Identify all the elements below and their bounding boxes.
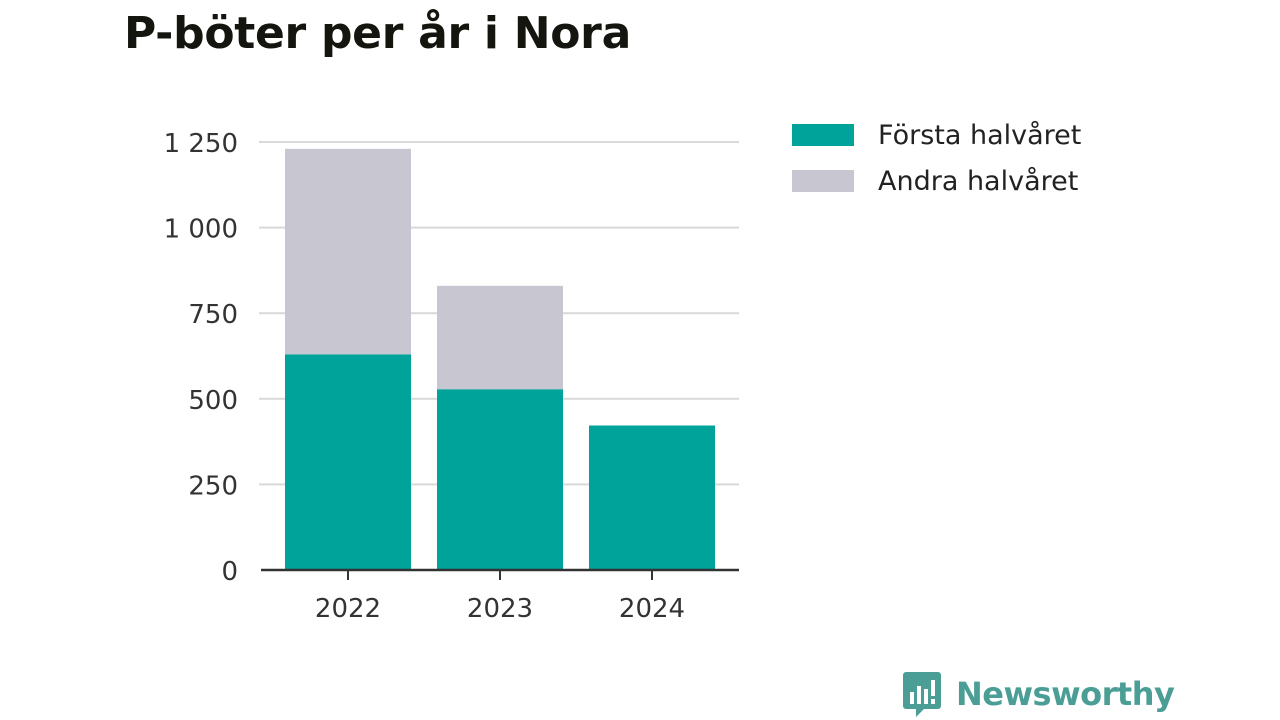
brand-name: Newsworthy bbox=[956, 675, 1175, 713]
bar-chart-speech-bubble-icon bbox=[903, 672, 941, 717]
bar-first-half bbox=[437, 389, 563, 570]
legend: Första halvåret Andra halvåret bbox=[792, 112, 1081, 204]
y-tick-label: 250 bbox=[188, 471, 238, 501]
bar-first-half bbox=[589, 425, 715, 570]
y-tick-label: 500 bbox=[188, 386, 238, 416]
y-tick-label: 1 000 bbox=[164, 215, 238, 245]
y-tick-label: 750 bbox=[188, 300, 238, 330]
legend-item-first-half: Första halvåret bbox=[792, 112, 1081, 158]
newsworthy-logo: Newsworthy bbox=[902, 670, 1175, 718]
chart-title: P-böter per år i Nora bbox=[124, 8, 631, 59]
legend-label-second-half: Andra halvåret bbox=[878, 165, 1079, 197]
x-tick-label: 2024 bbox=[619, 594, 685, 624]
x-tick-label: 2023 bbox=[467, 594, 533, 624]
bar-second-half bbox=[437, 285, 563, 390]
bar-first-half bbox=[285, 354, 411, 570]
y-tick-label: 1 250 bbox=[164, 129, 238, 159]
axes: 0 250 500 750 1 000 1 250 2022 2023 2024 bbox=[164, 129, 739, 624]
y-tick-label: 0 bbox=[221, 557, 238, 587]
legend-swatch-second-half bbox=[792, 170, 854, 192]
legend-item-second-half: Andra halvåret bbox=[792, 158, 1081, 204]
bar-second-half bbox=[285, 148, 411, 355]
bars bbox=[285, 148, 715, 570]
legend-label-first-half: Första halvåret bbox=[878, 119, 1082, 151]
legend-swatch-first-half bbox=[792, 124, 854, 146]
x-tick-label: 2022 bbox=[315, 594, 381, 624]
